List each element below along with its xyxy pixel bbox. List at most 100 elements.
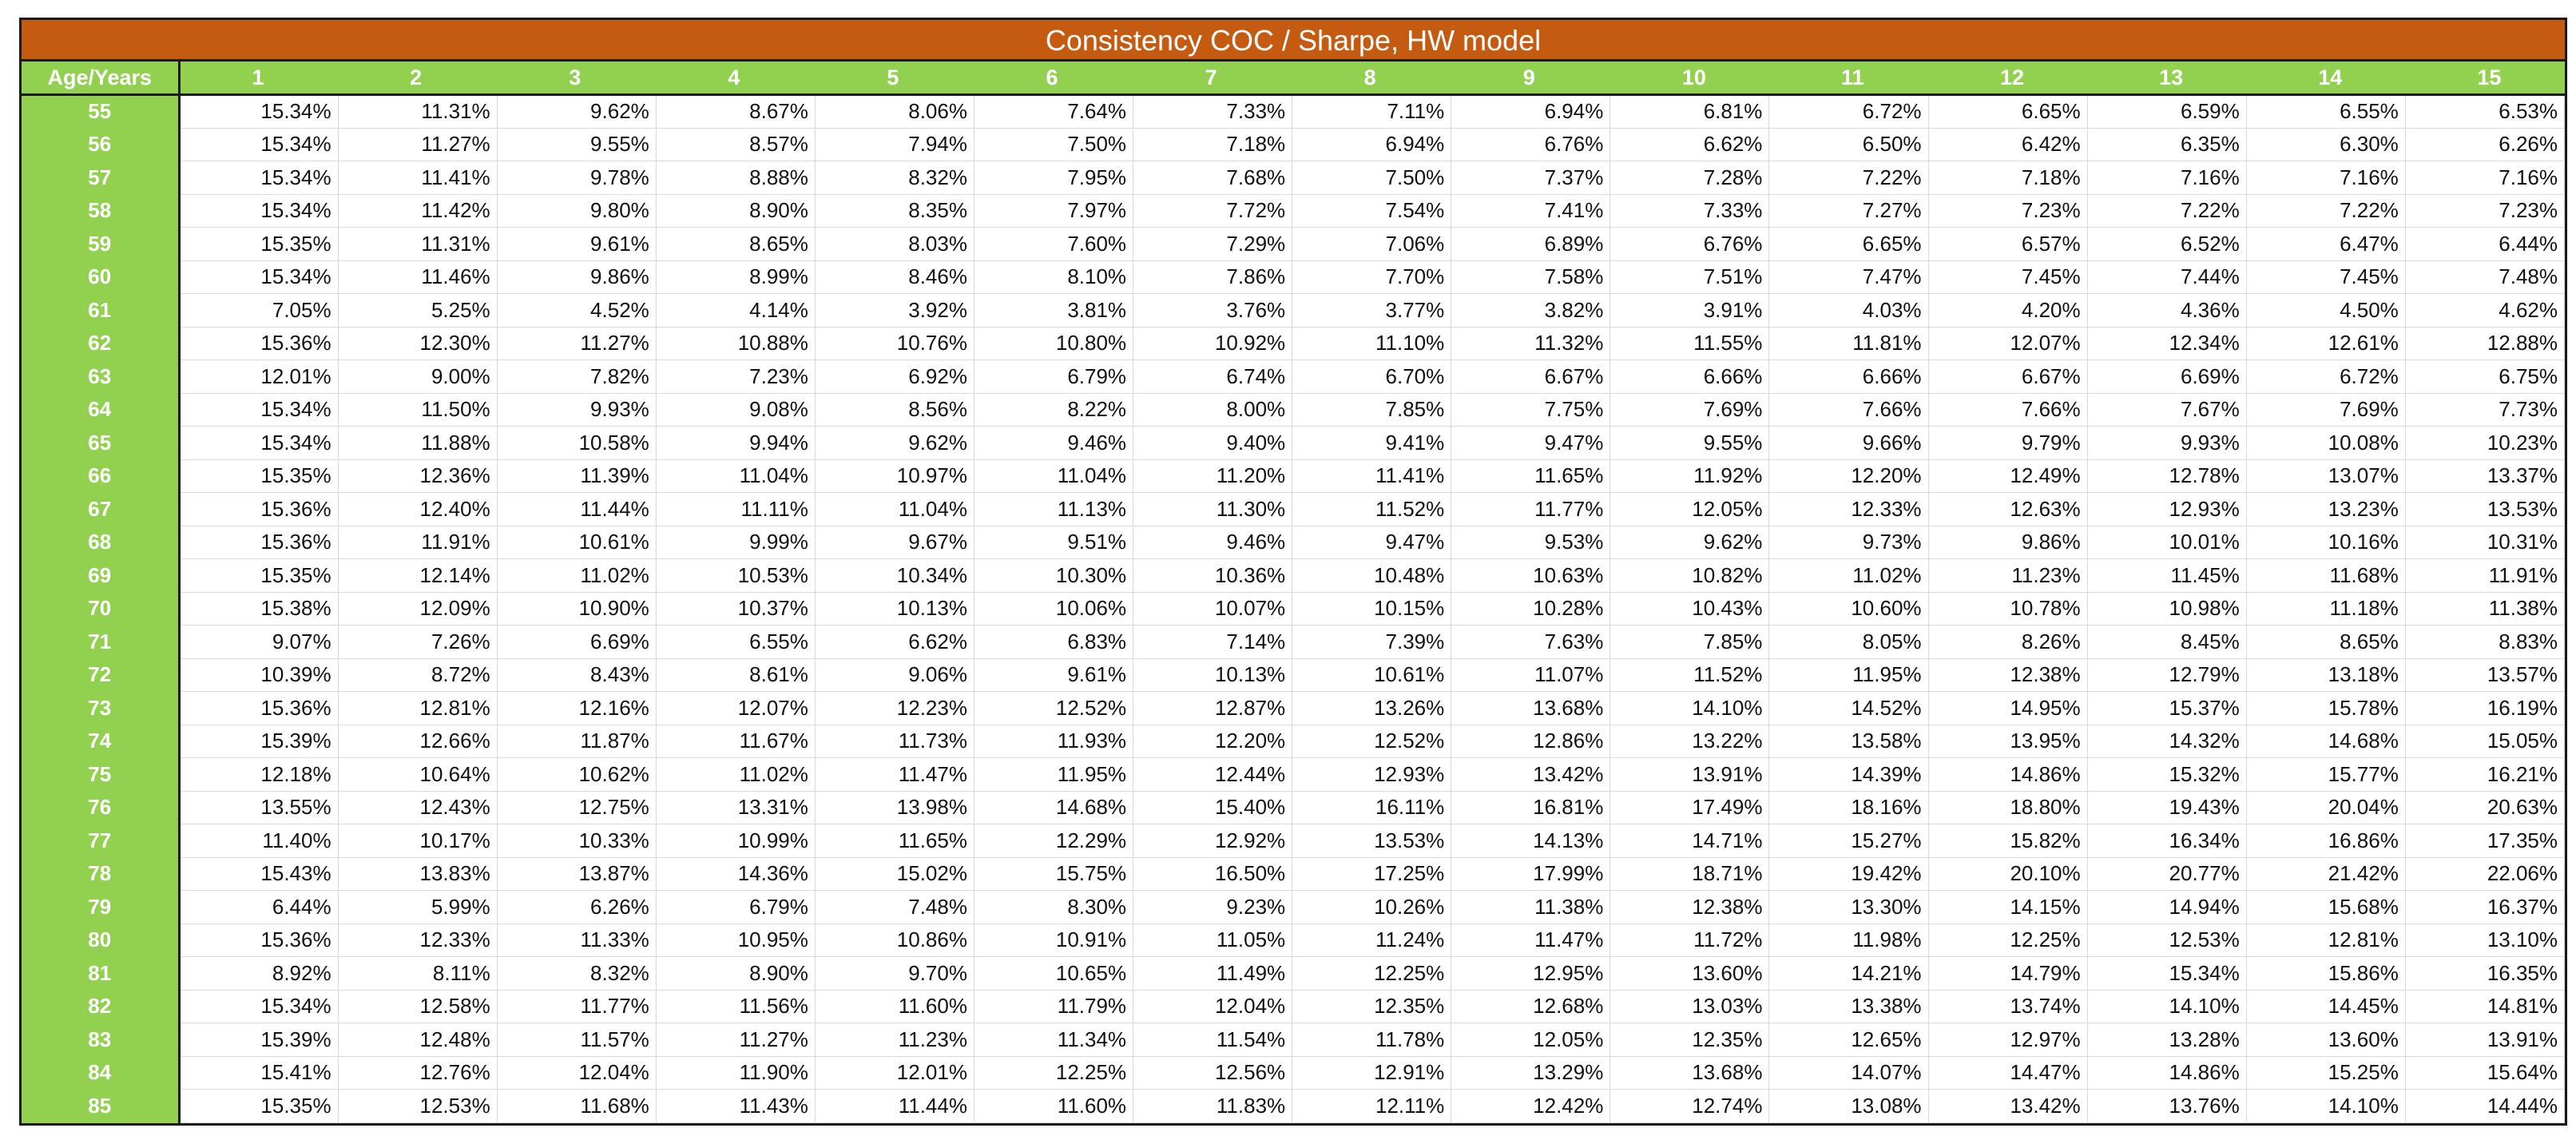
data-cell[interactable]: 7.45% (1927, 260, 2088, 294)
data-cell[interactable]: 13.60% (2245, 1023, 2406, 1057)
data-cell[interactable]: 15.36% (178, 525, 339, 559)
data-cell[interactable]: 14.07% (1768, 1055, 1929, 1090)
row-header-age[interactable]: 82 (22, 990, 181, 1023)
data-cell[interactable]: 3.91% (1610, 293, 1770, 328)
data-cell[interactable]: 6.72% (1768, 94, 1929, 129)
row-header-age[interactable]: 78 (22, 857, 181, 891)
data-cell[interactable]: 7.11% (1292, 94, 1452, 129)
data-cell[interactable]: 9.66% (1768, 426, 1929, 460)
data-cell[interactable]: 11.54% (1133, 1023, 1293, 1057)
data-cell[interactable]: 20.04% (2245, 790, 2406, 824)
data-cell[interactable]: 7.50% (973, 127, 1134, 161)
row-header-age[interactable]: 65 (22, 426, 181, 460)
data-cell[interactable]: 14.44% (2404, 1089, 2566, 1123)
data-cell[interactable]: 6.75% (2404, 359, 2566, 394)
data-cell[interactable]: 6.76% (1451, 127, 1611, 161)
data-cell[interactable]: 6.66% (1610, 359, 1770, 394)
data-cell[interactable]: 10.92% (1133, 326, 1293, 360)
column-header-year[interactable]: 13 (2087, 62, 2247, 96)
data-cell[interactable]: 10.06% (973, 591, 1134, 626)
data-cell[interactable]: 11.24% (1292, 923, 1452, 957)
data-cell[interactable]: 11.02% (496, 558, 657, 593)
data-cell[interactable]: 11.38% (1451, 890, 1611, 924)
data-cell[interactable]: 10.90% (496, 591, 657, 626)
data-cell[interactable]: 7.41% (1451, 193, 1611, 228)
data-cell[interactable]: 7.51% (1610, 260, 1770, 294)
data-cell[interactable]: 14.36% (655, 856, 816, 891)
data-cell[interactable]: 7.72% (1133, 193, 1293, 228)
data-cell[interactable]: 7.68% (1133, 161, 1293, 195)
data-cell[interactable]: 9.47% (1451, 426, 1611, 460)
data-cell[interactable]: 11.02% (655, 757, 816, 792)
data-cell[interactable]: 6.79% (655, 890, 816, 924)
row-header-age[interactable]: 84 (22, 1056, 181, 1090)
data-cell[interactable]: 15.25% (2245, 1055, 2406, 1090)
data-cell[interactable]: 9.51% (973, 525, 1134, 559)
data-cell[interactable]: 6.50% (1768, 127, 1929, 161)
data-cell[interactable]: 15.43% (178, 856, 339, 891)
data-cell[interactable]: 7.28% (1610, 161, 1770, 195)
data-cell[interactable]: 4.03% (1768, 293, 1929, 328)
data-cell[interactable]: 11.87% (496, 724, 657, 758)
data-cell[interactable]: 17.25% (1292, 856, 1452, 891)
column-header-year[interactable]: 11 (1768, 62, 1929, 96)
data-cell[interactable]: 7.67% (2086, 392, 2247, 427)
data-cell[interactable]: 11.47% (1451, 923, 1611, 957)
data-cell[interactable]: 11.67% (655, 724, 816, 758)
data-cell[interactable]: 11.04% (814, 492, 974, 526)
data-cell[interactable]: 15.68% (2245, 890, 2406, 924)
data-cell[interactable]: 11.77% (1451, 492, 1611, 526)
data-cell[interactable]: 8.06% (814, 94, 974, 129)
row-header-age[interactable]: 55 (22, 94, 181, 129)
data-cell[interactable]: 12.52% (1292, 724, 1452, 758)
data-cell[interactable]: 13.76% (2086, 1089, 2247, 1123)
column-header-year[interactable]: 5 (815, 62, 974, 96)
data-cell[interactable]: 10.80% (973, 326, 1134, 360)
data-cell[interactable]: 8.99% (655, 260, 816, 294)
data-cell[interactable]: 7.39% (1292, 625, 1452, 659)
row-header-age[interactable]: 81 (22, 956, 181, 991)
data-cell[interactable]: 9.61% (496, 227, 657, 261)
row-header-age[interactable]: 79 (22, 890, 181, 924)
row-header-age[interactable]: 59 (22, 227, 181, 261)
data-cell[interactable]: 10.34% (814, 558, 974, 593)
data-cell[interactable]: 8.46% (814, 260, 974, 294)
column-header-year[interactable]: 12 (1928, 62, 2088, 96)
data-cell[interactable]: 16.81% (1451, 790, 1611, 824)
data-cell[interactable]: 15.36% (178, 326, 339, 360)
data-cell[interactable]: 12.95% (1451, 956, 1611, 991)
data-cell[interactable]: 7.48% (814, 890, 974, 924)
data-cell[interactable]: 13.87% (496, 856, 657, 891)
data-cell[interactable]: 9.08% (655, 392, 816, 427)
data-cell[interactable]: 15.82% (1927, 824, 2088, 858)
data-cell[interactable]: 15.32% (2086, 757, 2247, 792)
data-cell[interactable]: 12.01% (178, 359, 339, 394)
data-cell[interactable]: 11.34% (973, 1023, 1134, 1057)
data-cell[interactable]: 11.95% (973, 757, 1134, 792)
data-cell[interactable]: 15.34% (178, 127, 339, 161)
data-cell[interactable]: 10.17% (337, 824, 498, 858)
data-cell[interactable]: 9.07% (178, 625, 339, 659)
data-cell[interactable]: 6.65% (1927, 94, 2088, 129)
data-cell[interactable]: 7.94% (814, 127, 974, 161)
data-cell[interactable]: 15.39% (178, 724, 339, 758)
data-cell[interactable]: 13.83% (337, 856, 498, 891)
data-cell[interactable]: 12.23% (814, 691, 974, 725)
row-header-age[interactable]: 76 (22, 791, 181, 824)
row-header-age[interactable]: 69 (22, 558, 181, 593)
data-cell[interactable]: 12.40% (337, 492, 498, 526)
data-cell[interactable]: 6.55% (2245, 94, 2406, 129)
data-cell[interactable]: 11.42% (337, 193, 498, 228)
data-cell[interactable]: 8.57% (655, 127, 816, 161)
data-cell[interactable]: 6.65% (1768, 227, 1929, 261)
data-cell[interactable]: 11.31% (337, 94, 498, 129)
data-cell[interactable]: 9.46% (1133, 525, 1293, 559)
data-cell[interactable]: 15.36% (178, 691, 339, 725)
data-cell[interactable]: 6.81% (1610, 94, 1770, 129)
data-cell[interactable]: 9.70% (814, 956, 974, 991)
data-cell[interactable]: 14.68% (2245, 724, 2406, 758)
data-cell[interactable]: 11.72% (1610, 923, 1770, 957)
data-cell[interactable]: 15.41% (178, 1055, 339, 1090)
data-cell[interactable]: 15.36% (178, 492, 339, 526)
data-cell[interactable]: 12.42% (1451, 1089, 1611, 1123)
